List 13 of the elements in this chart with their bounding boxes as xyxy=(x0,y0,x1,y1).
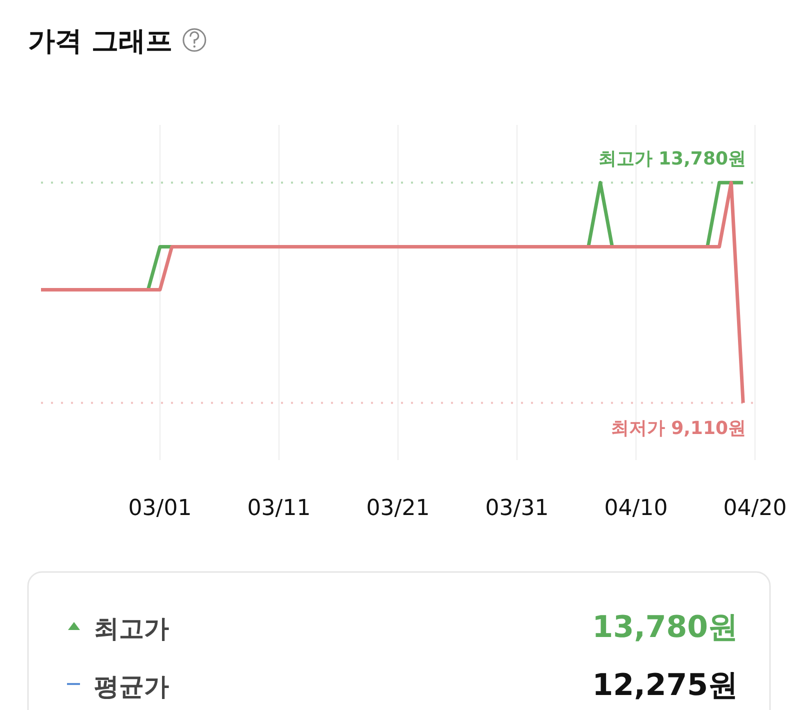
x-tick-label: 04/20 xyxy=(723,496,787,521)
x-tick-label: 03/11 xyxy=(247,496,311,521)
x-tick-label: 03/31 xyxy=(485,496,549,521)
ref-line-label: 최고가 13,780원 xyxy=(598,148,746,170)
text: 평균가 xyxy=(94,672,169,701)
text: 13,780원 xyxy=(592,610,738,645)
x-tick-label: 04/10 xyxy=(604,496,668,521)
x-tick-label: 03/01 xyxy=(128,496,192,521)
chart-title: 가격 그래프 xyxy=(28,26,172,57)
text: 12,275원 xyxy=(592,668,738,703)
ref-line-label: 최저가 9,110원 xyxy=(610,418,746,439)
text: 최고가 xyxy=(94,614,169,643)
x-tick-label: 03/21 xyxy=(366,496,430,521)
